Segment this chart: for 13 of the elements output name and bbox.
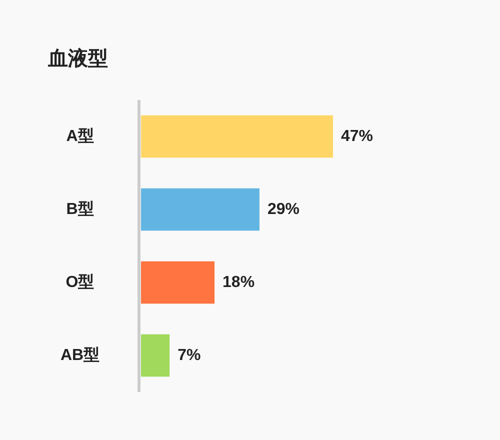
- data-label: 18%: [222, 274, 255, 291]
- bar: [141, 334, 170, 377]
- y-tick-label: AB型: [60, 346, 100, 364]
- y-tick-label: B型: [66, 200, 94, 218]
- y-tick-label: O型: [66, 273, 94, 291]
- data-label: 47%: [341, 128, 374, 145]
- bar: [141, 115, 333, 158]
- chart-title: 血液型: [47, 47, 108, 70]
- bar: [141, 261, 215, 304]
- data-label: 7%: [178, 347, 201, 364]
- bar: [141, 188, 260, 231]
- y-tick-label: A型: [66, 127, 94, 145]
- data-label: 29%: [267, 201, 300, 218]
